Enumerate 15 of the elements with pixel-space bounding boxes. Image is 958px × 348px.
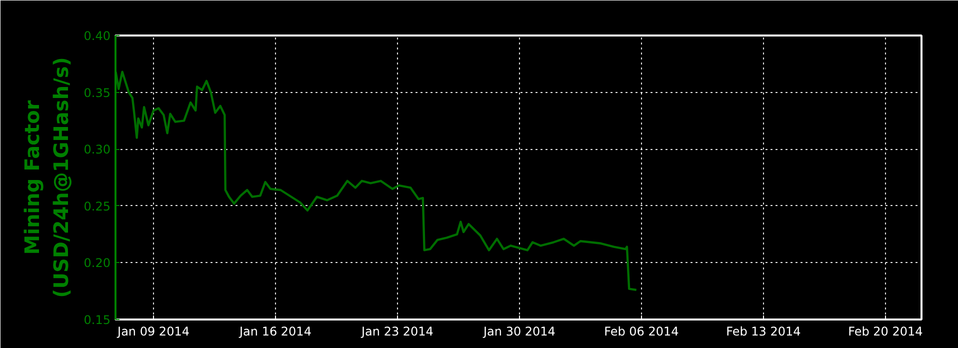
- y-tick-label: 0.35: [84, 86, 110, 100]
- y-tick-label: 0.15: [84, 313, 110, 327]
- y-axis-title: Mining Factor (USD/24h@1GHash/s): [20, 57, 73, 298]
- x-tick-label: Jan 16 2014: [238, 324, 312, 338]
- x-tick-label: Feb 06 2014: [604, 324, 679, 338]
- x-tick-label: Jan 30 2014: [482, 324, 556, 338]
- x-tick-label: Jan 09 2014: [116, 324, 190, 338]
- x-tick-label: Feb 13 2014: [726, 324, 801, 338]
- y-tick-label: 0.25: [84, 199, 110, 214]
- x-tick-label: Jan 23 2014: [360, 324, 434, 338]
- line-series: [116, 70, 638, 292]
- y-tick-label: 0.40: [84, 29, 110, 43]
- y-tick-label: 0.30: [84, 142, 110, 157]
- x-tick-label: Feb 20 2014: [848, 324, 923, 338]
- y-tick-label: 0.20: [84, 256, 110, 270]
